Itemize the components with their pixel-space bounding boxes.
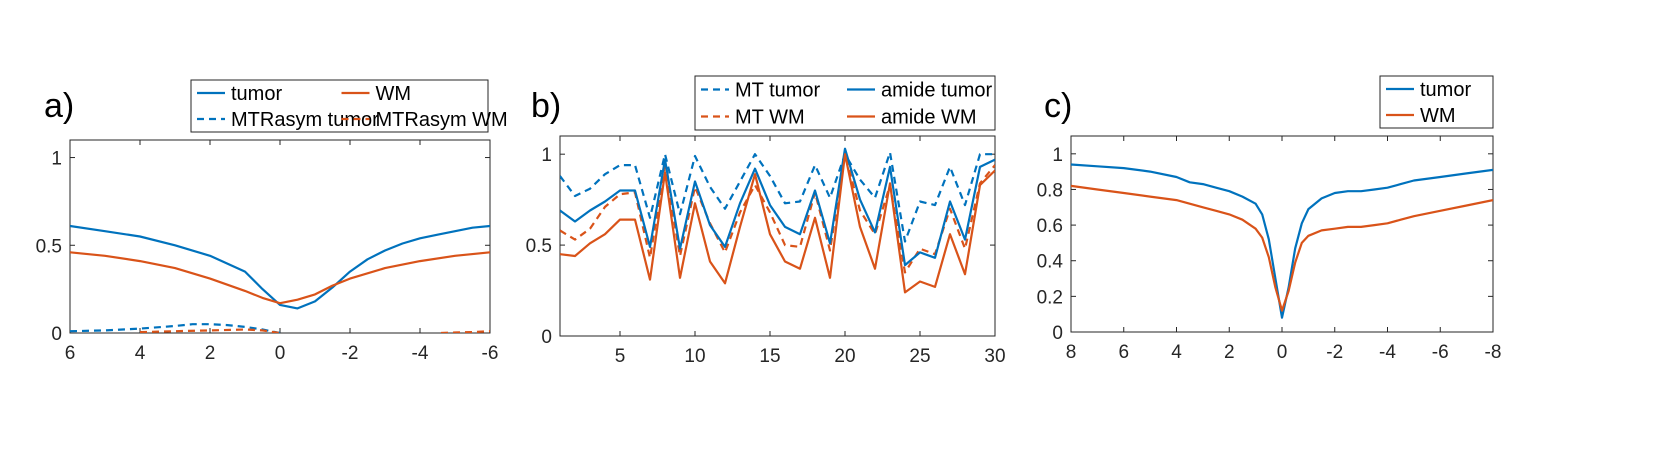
chart-2-ytick-label: 0.8 bbox=[1037, 180, 1063, 201]
chart-1-xtick-label: 25 bbox=[909, 346, 930, 367]
chart-0-xtick-label: 2 bbox=[205, 343, 216, 364]
chart-0-series-mtrasym-wm bbox=[139, 328, 490, 333]
chart-0-xtick-label: -6 bbox=[482, 343, 499, 364]
panel-label-c: c) bbox=[1044, 87, 1072, 125]
chart-2-xtick-label: 4 bbox=[1171, 342, 1182, 363]
chart-1-series-mt-tumor bbox=[560, 151, 995, 243]
chart-2-legend-box bbox=[1379, 75, 1494, 129]
chart-1-series-mt-wm bbox=[560, 153, 995, 274]
chart-1-xtick-label: 10 bbox=[684, 346, 705, 367]
chart-2-legend-label-wm: WM bbox=[1420, 105, 1456, 127]
chart-0-ytick-label: 0 bbox=[51, 324, 62, 345]
chart-1-xtick-label: 20 bbox=[834, 346, 855, 367]
chart-1-legend-label-amide-tumor: amide tumor bbox=[881, 80, 992, 102]
chart-0-xtick-label: -2 bbox=[342, 343, 359, 364]
chart-2-xtick-label: 2 bbox=[1224, 342, 1235, 363]
chart-2-xtick-label: -6 bbox=[1432, 342, 1449, 363]
chart-0-series-mtrasym-tumor bbox=[70, 323, 281, 333]
chart-2-xtick-label: -4 bbox=[1379, 342, 1396, 363]
chart-2-series-tumor bbox=[1071, 163, 1493, 319]
chart-1-legend-label-amide-wm: amide WM bbox=[881, 107, 977, 129]
chart-2-ytick-label: 0.2 bbox=[1037, 287, 1063, 308]
panel-a: a) 6 4 2 0 -2 -4 -6 0 0.5 1 tumor MTRasym tumor WM MT… bbox=[36, 79, 508, 364]
chart-0-legend-label-mtrasym-tumor: MTRasym tumor bbox=[231, 109, 379, 131]
chart-2-ytick-label: 0.6 bbox=[1037, 216, 1063, 237]
chart-0-ytick-label: 1 bbox=[51, 149, 62, 170]
chart-1-legend-label-mt-tumor: MT tumor bbox=[735, 80, 821, 102]
chart-1-ytick-label: 1 bbox=[541, 145, 552, 166]
chart-0-xtick-label: -4 bbox=[412, 343, 429, 364]
chart-2-series-wm bbox=[1071, 184, 1493, 312]
chart-2-xtick-label: 0 bbox=[1277, 342, 1288, 363]
chart-0-legend-box bbox=[190, 79, 489, 133]
chart-0-series-tumor bbox=[70, 224, 490, 310]
chart-1-xtick-label: 15 bbox=[759, 346, 780, 367]
chart-2-xtick-label: 6 bbox=[1118, 342, 1129, 363]
panel-b: b) 5 10 15 20 25 30 0 0.5 1 MT tumor MT WM amide tu… bbox=[526, 75, 1006, 367]
chart-0-legend-label-wm: WM bbox=[376, 83, 412, 105]
chart-2-xtick-label: -8 bbox=[1485, 342, 1502, 363]
panel-label-a: a) bbox=[44, 87, 74, 125]
chart-0-series-wm bbox=[70, 251, 490, 305]
chart-1-ytick-label: 0 bbox=[541, 327, 552, 348]
chart-0-legend-label-tumor: tumor bbox=[231, 83, 282, 105]
chart-2-ytick-label: 1 bbox=[1052, 145, 1063, 166]
chart-0-xtick-label: 6 bbox=[65, 343, 76, 364]
panel-c: c) 8 6 4 2 0 -2 -4 -6 -8 0 0.2 0.4 0.6 0.8 1 tumor WM bbox=[1037, 75, 1502, 363]
chart-0-xtick-label: 4 bbox=[135, 343, 146, 364]
chart-0-xtick-label: 0 bbox=[275, 343, 286, 364]
chart-2-legend-label-tumor: tumor bbox=[1420, 79, 1471, 101]
chart-1-legend-label-mt-wm: MT WM bbox=[735, 107, 805, 129]
chart-2-axes-box bbox=[1070, 135, 1494, 333]
chart-1-axes-box bbox=[559, 135, 996, 337]
chart-1-series-amide-wm bbox=[560, 153, 995, 294]
chart-2-xtick-label: 8 bbox=[1066, 342, 1077, 363]
chart-2-xtick-label: -2 bbox=[1326, 342, 1343, 363]
chart-1-xtick-label: 30 bbox=[984, 346, 1005, 367]
chart-0-ytick-label: 0.5 bbox=[36, 236, 62, 257]
chart-1-legend-box bbox=[694, 75, 996, 131]
chart-2-ytick-label: 0 bbox=[1052, 323, 1063, 344]
chart-1-series-amide-tumor bbox=[560, 147, 995, 267]
chart-1-xtick-label: 5 bbox=[615, 346, 626, 367]
chart-1-ytick-label: 0.5 bbox=[526, 236, 552, 257]
chart-0-legend-label-mtrasym-wm: MTRasym WM bbox=[376, 109, 508, 131]
panel-label-b: b) bbox=[531, 87, 561, 125]
chart-2-ytick-label: 0.4 bbox=[1037, 252, 1064, 273]
